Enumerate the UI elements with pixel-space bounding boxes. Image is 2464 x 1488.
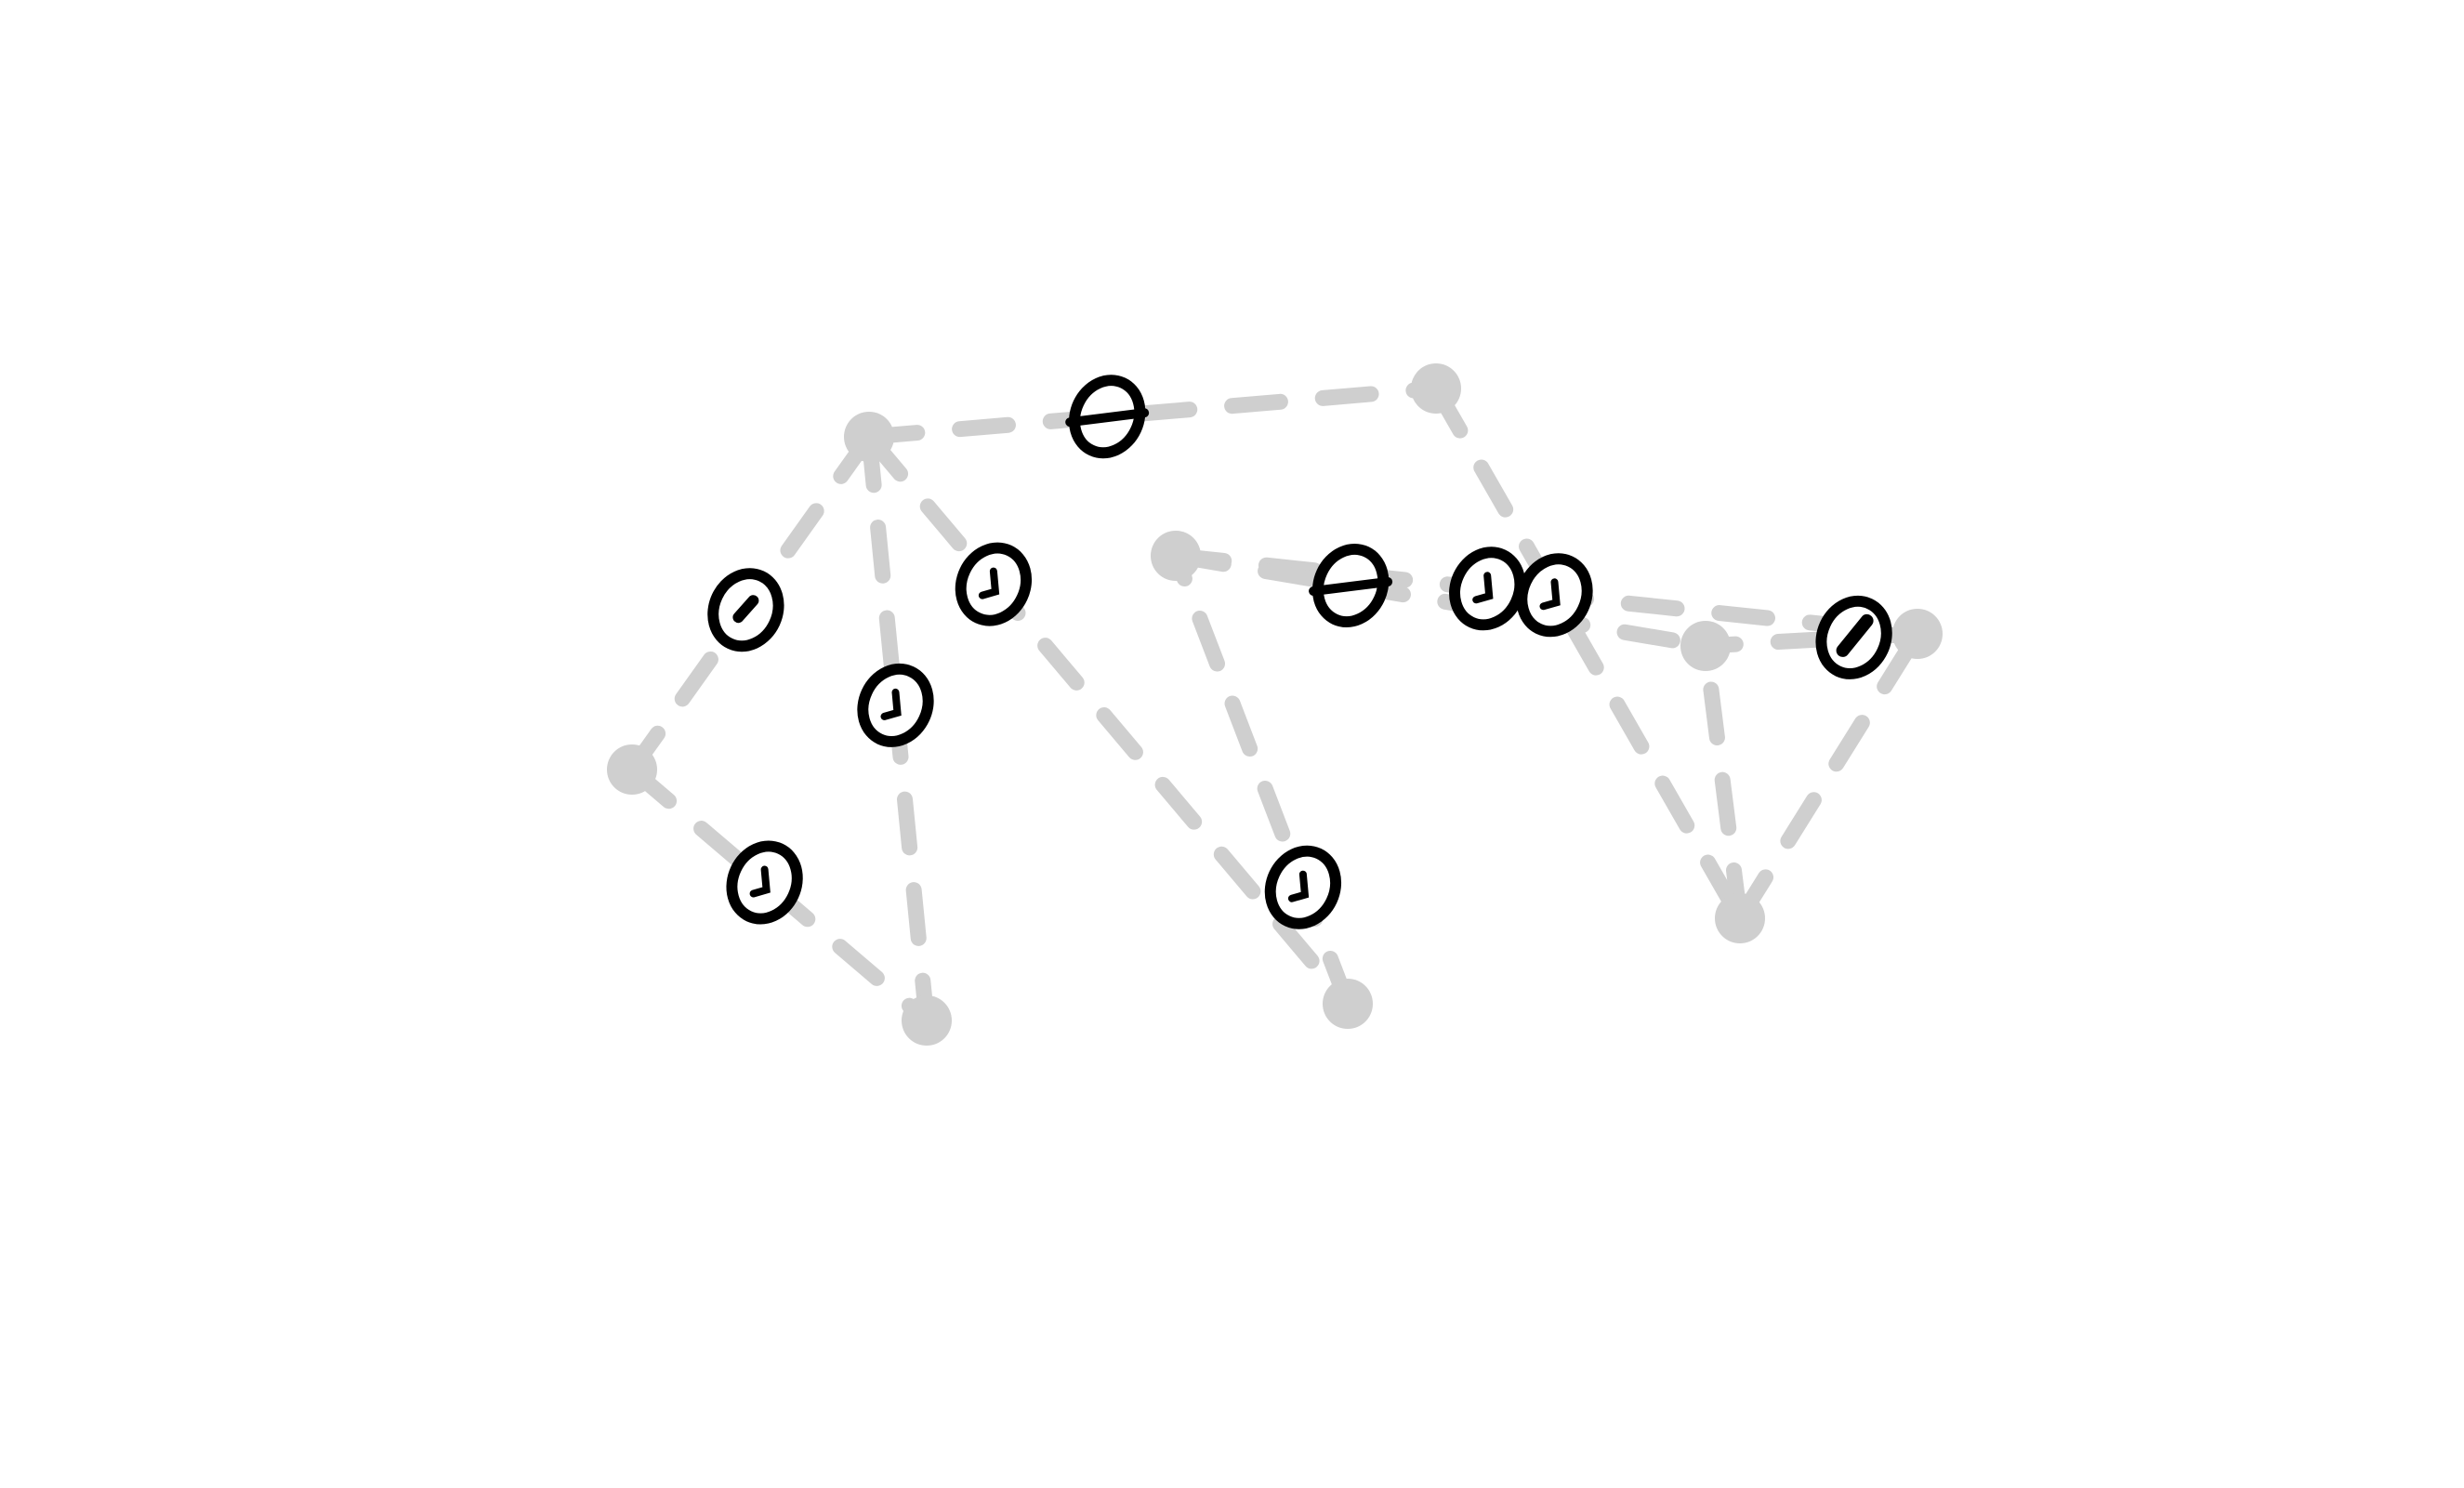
graph-edge-e1 [861,380,1444,445]
edge-marker-e2 [707,568,784,652]
graph-node-n6 [1323,979,1373,1029]
graph-edge-e7 [1167,547,1356,1012]
graph-edge-e6 [1428,380,1748,927]
graph-edge-e3 [861,428,1356,1012]
hook-stroke-icon [1287,870,1310,902]
graph-node-n1 [844,412,894,462]
edge-marker-e9 [1309,544,1393,627]
theta-stroke-icon [1309,577,1393,596]
edge-marker-e6 [1516,553,1593,638]
slash-stroke-icon [1836,613,1874,657]
edge-marker-e3 [955,542,1033,626]
graph-node-n9 [1892,609,1943,659]
graph-edge-e12 [1732,625,1926,927]
graph-node-n4 [1151,531,1201,581]
edge-marker-e7 [1264,845,1342,929]
hook-stroke-icon [749,865,771,898]
hook-stroke-icon [1472,572,1494,604]
hook-stroke-icon [978,567,1000,599]
dot-stroke-icon [732,595,759,624]
graph-node-n8 [1680,621,1731,671]
graph-edge-e9 [1167,547,1714,654]
hook-stroke-icon [880,688,902,720]
hook-stroke-icon [1539,578,1561,611]
nodes-layer [607,363,1943,1046]
graph-node-n3 [902,995,952,1046]
graph-node-n5 [1411,363,1461,414]
graph-node-n7 [1715,893,1765,943]
edge-marker-e5 [726,840,803,925]
edge-marker-e1 [1065,375,1150,459]
markers-layer [707,375,1892,929]
graph-edge-e11 [1697,638,1748,927]
theta-stroke-icon [1065,408,1150,428]
edge-marker-e8 [1449,546,1526,631]
edge-marker-e4 [857,663,934,747]
edge-marker-e10 [1815,595,1892,679]
graph-node-n2 [607,744,657,795]
